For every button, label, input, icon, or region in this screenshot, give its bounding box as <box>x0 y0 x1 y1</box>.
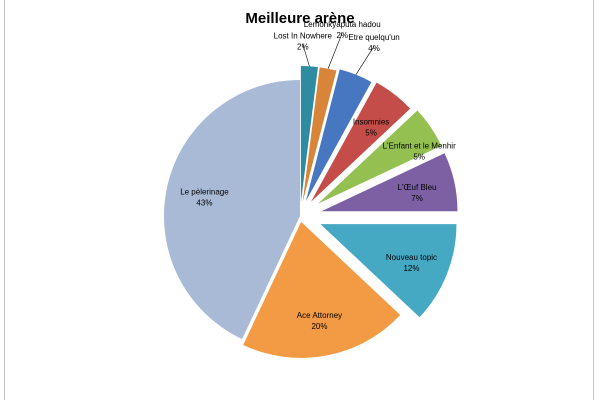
slice-label-8: Le pèlerinage 43% <box>180 188 229 208</box>
slice-name: L'Enfant et le Menhir <box>383 142 456 151</box>
slice-name: Nouveau topic <box>386 253 437 262</box>
slice-label-2: Etre quelqu'un 4% <box>348 33 399 53</box>
slice-percent: 5% <box>365 128 377 137</box>
slice-label-6: Nouveau topic 12% <box>386 253 437 273</box>
slice-label-0: Lost In Nowhere 2% <box>274 31 333 51</box>
slice-name: Lemonkyaputa hadou <box>304 20 381 29</box>
leader-line-0 <box>302 44 310 67</box>
chart-frame <box>4 0 594 400</box>
slice-percent: 5% <box>413 153 425 162</box>
slice-label-7: Ace Attorney 20% <box>297 311 342 331</box>
pie-slice-6 <box>320 224 457 318</box>
pie-slice-4 <box>318 110 442 204</box>
leader-line-2 <box>355 46 375 75</box>
slice-name: L'Œuf Bleu <box>398 183 437 192</box>
slice-percent: 4% <box>368 44 380 53</box>
slice-percent: 2% <box>336 31 348 40</box>
chart-title: Meilleure arène <box>245 10 355 27</box>
slice-percent: 2% <box>297 42 309 51</box>
slice-percent: 20% <box>311 322 327 331</box>
slice-percent: 7% <box>411 194 423 203</box>
pie-slice-8 <box>164 80 300 340</box>
pie-slice-7 <box>243 221 401 358</box>
slice-name: Le pèlerinage <box>180 188 229 197</box>
pie-slice-0 <box>300 66 318 203</box>
slice-label-1: Lemonkyaputa hadou 2% <box>304 20 381 40</box>
slice-label-3: Insomnies 5% <box>353 117 389 137</box>
slice-percent: 12% <box>403 264 419 273</box>
slice-name: Etre quelqu'un <box>348 33 399 42</box>
slice-name: Lost In Nowhere <box>274 31 333 40</box>
slice-label-4: L'Enfant et le Menhir 5% <box>383 142 456 162</box>
pie-slice-2 <box>305 69 372 202</box>
slice-name: Insomnies <box>353 117 389 126</box>
slice-percent: 43% <box>196 199 212 208</box>
slice-label-5: L'Œuf Bleu 7% <box>398 183 437 203</box>
pie-slice-3 <box>311 82 411 202</box>
leader-line-1 <box>327 32 343 69</box>
slice-name: Ace Attorney <box>297 311 342 320</box>
pie-slice-5 <box>321 153 458 212</box>
pie-slice-1 <box>302 67 337 203</box>
